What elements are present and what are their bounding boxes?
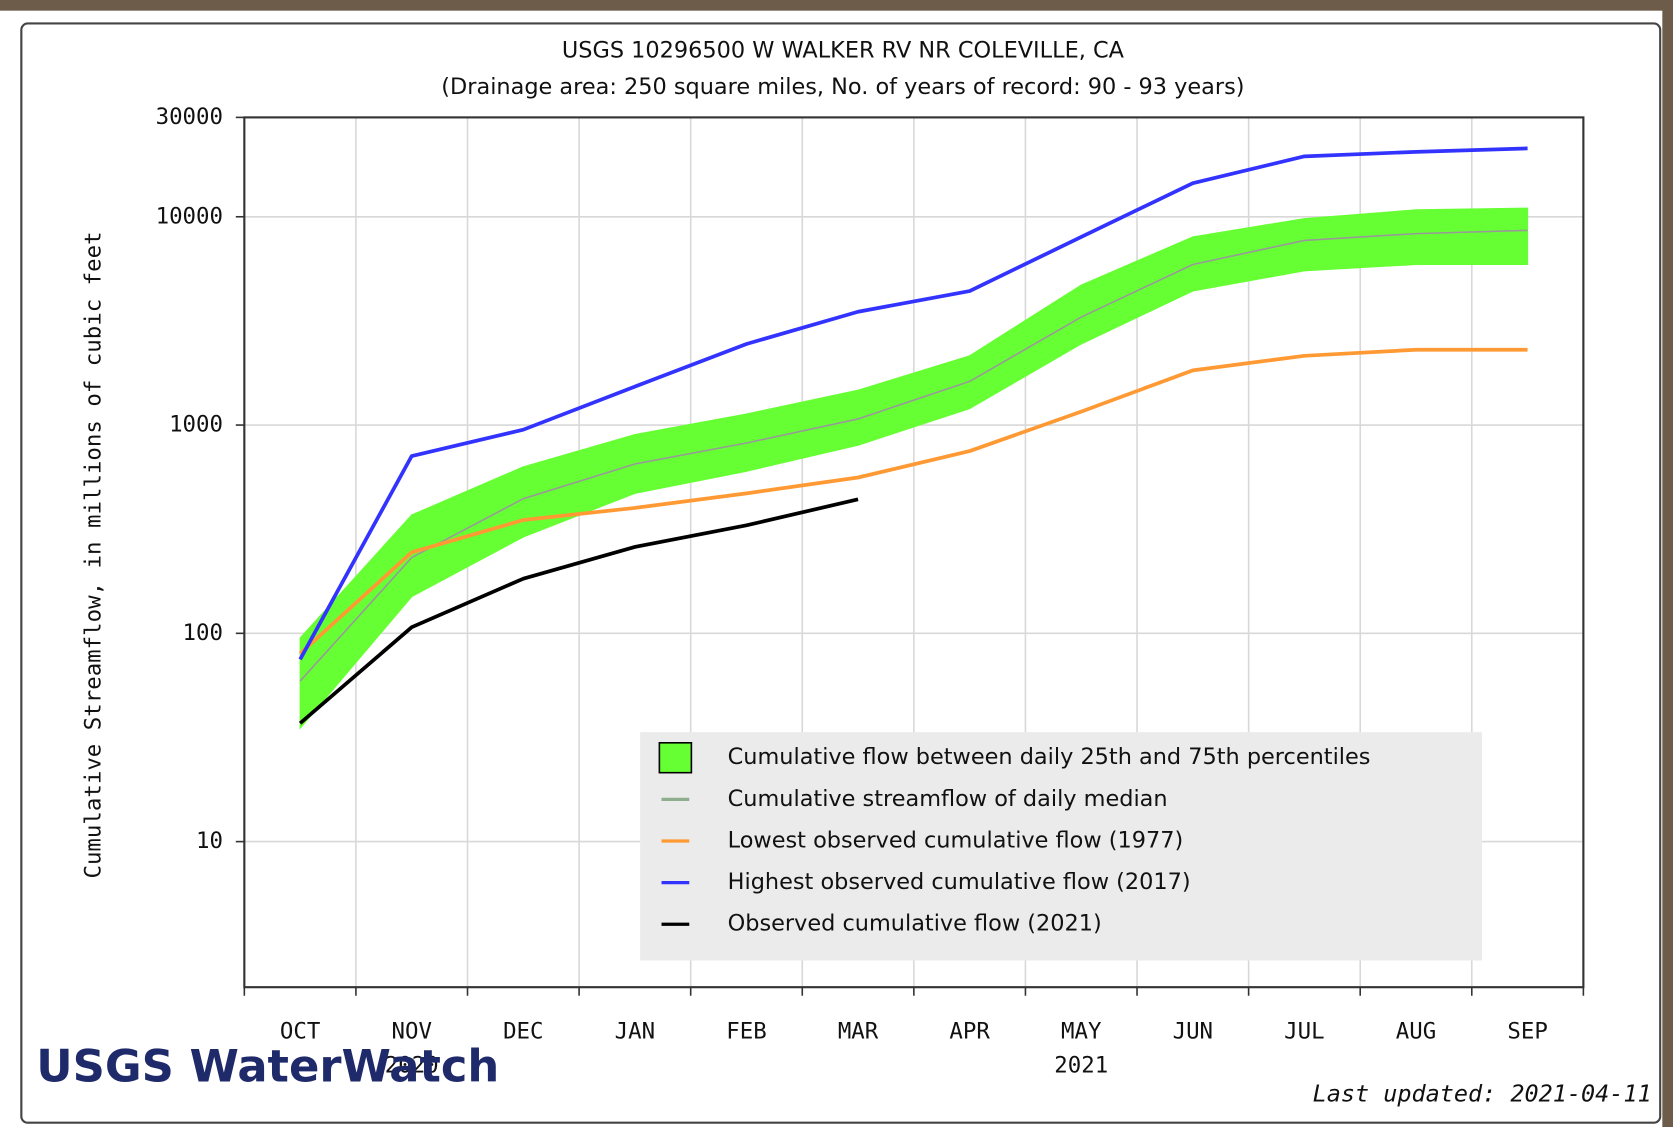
logo: USGS WaterWatch — [36, 1039, 499, 1092]
legend-label: Cumulative streamflow of daily median — [728, 786, 1168, 812]
chart-title: USGS 10296500 W WALKER RV NR COLEVILLE, … — [562, 38, 1125, 64]
x-tick-label: MAR — [838, 1019, 879, 1045]
y-tick-label: 10000 — [156, 203, 223, 229]
y-tick-label: 10 — [196, 828, 223, 854]
last-updated: Last updated: 2021-04-11 — [1313, 1079, 1652, 1107]
x-tick-label: MAY — [1061, 1019, 1102, 1045]
year-label: 2020 — [385, 1053, 439, 1079]
series-line — [299, 229, 1528, 682]
legend-box — [640, 732, 1483, 961]
chart-subtitle: (Drainage area: 250 square miles, No. of… — [441, 74, 1244, 100]
percentile-band — [1303, 209, 1417, 272]
top-frame — [0, 0, 1673, 11]
series-line — [298, 347, 1528, 655]
y-tick-label: 1000 — [169, 412, 223, 438]
x-tick-label: AUG — [1396, 1019, 1436, 1045]
legend-label: Highest observed cumulative flow (2017) — [728, 869, 1191, 895]
series-line — [298, 146, 1528, 661]
y-tick-label: 30000 — [156, 104, 223, 130]
x-tick-label: JUL — [1284, 1019, 1324, 1045]
legend-label: Cumulative flow between daily 25th and 7… — [728, 744, 1371, 770]
y-axis-label: Cumulative Streamflow, in millions of cu… — [80, 231, 106, 878]
y-tick-label: 100 — [183, 620, 223, 646]
x-tick-label: OCT — [280, 1019, 320, 1045]
plot: 10 100 1000 10000 30000 OCT NOV DEC JAN FEB MAR APR… — [156, 104, 1585, 1079]
percentile-band — [1415, 207, 1529, 266]
x-tick-label: DEC — [503, 1019, 543, 1045]
legend-label: Observed cumulative flow (2021) — [728, 911, 1102, 937]
x-tick-label: FEB — [726, 1019, 766, 1045]
x-tick-label: JUN — [1173, 1019, 1213, 1045]
year-label: 2021 — [1054, 1053, 1108, 1079]
x-tick-label: NOV — [391, 1019, 431, 1045]
right-frame — [1662, 0, 1673, 1127]
series-line — [298, 497, 859, 725]
x-tick-label: JAN — [615, 1019, 655, 1045]
x-tick-label: SEP — [1507, 1019, 1547, 1045]
legend-label: Lowest observed cumulative flow (1977) — [728, 827, 1184, 853]
x-tick-label: APR — [949, 1019, 990, 1045]
plot-border — [243, 116, 1585, 989]
legend-swatch — [658, 741, 693, 774]
